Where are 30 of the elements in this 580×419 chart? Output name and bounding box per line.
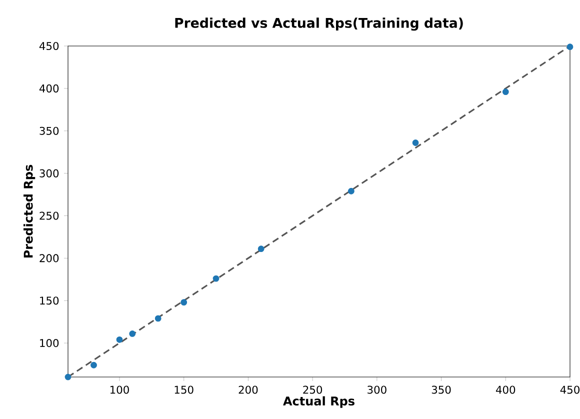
point <box>348 188 354 194</box>
point <box>212 275 220 282</box>
x-tick-label: 250 <box>303 386 322 394</box>
x-axis-title: Actual Rps <box>283 396 354 408</box>
y-tick-label: 400 <box>39 84 59 92</box>
y-tick-label: 250 <box>40 212 59 220</box>
point <box>64 374 72 380</box>
y-tick-label: 200 <box>40 254 59 262</box>
x-tick-label: 150 <box>174 386 194 394</box>
y-tick-label: 150 <box>40 296 59 305</box>
x-tick-label: 350 <box>432 386 451 394</box>
point <box>502 88 509 96</box>
point <box>116 336 123 343</box>
y-tick-label: 350 <box>40 126 59 135</box>
y-tick-label: 100 <box>40 339 59 348</box>
x-tick-label: 400 <box>496 386 516 394</box>
point <box>90 362 97 368</box>
x-tick-label: 200 <box>238 386 258 394</box>
x-tick-label: 300 <box>368 386 386 394</box>
y-axis-title: Predicted Rps <box>24 164 36 258</box>
x-tick-label: 100 <box>110 386 129 394</box>
y-tick-label: 450 <box>39 42 59 50</box>
point <box>180 299 188 306</box>
x-tick-label: 450 <box>560 386 580 394</box>
point <box>129 330 136 337</box>
chart-title: Predicted vs Actual Rps(Training data) <box>175 18 463 31</box>
point <box>258 246 264 252</box>
point <box>154 315 162 322</box>
y-tick-label: 300 <box>40 169 59 178</box>
point <box>412 140 419 146</box>
